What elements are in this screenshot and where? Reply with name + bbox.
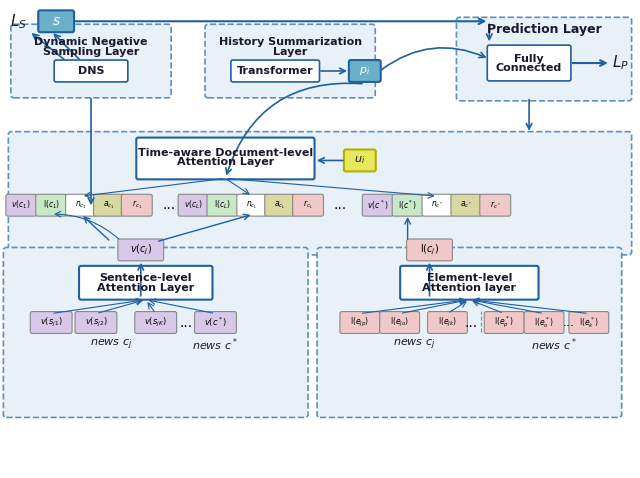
Text: Fully: Fully [515, 54, 544, 64]
FancyBboxPatch shape [38, 11, 74, 32]
Text: $L_P$: $L_P$ [612, 54, 629, 72]
Text: ...: ... [333, 198, 346, 212]
FancyBboxPatch shape [11, 24, 171, 98]
Text: $v(c^*)$: $v(c^*)$ [204, 316, 227, 329]
FancyBboxPatch shape [207, 194, 238, 216]
Text: $n_{c_L}$: $n_{c_L}$ [246, 199, 258, 211]
Text: $p_i$: $p_i$ [359, 65, 371, 77]
FancyBboxPatch shape [178, 194, 209, 216]
Text: $v(s_{j2})$: $v(s_{j2})$ [84, 316, 108, 329]
Text: news $c_j$: news $c_j$ [394, 337, 436, 352]
FancyBboxPatch shape [135, 312, 177, 334]
Text: Layer: Layer [273, 47, 307, 57]
Text: $\mathrm{l}(c^*)$: $\mathrm{l}(c^*)$ [398, 198, 417, 212]
Text: $\mathrm{l}(c_1)$: $\mathrm{l}(c_1)$ [42, 199, 60, 211]
Text: $v(c_j)$: $v(c_j)$ [130, 243, 152, 257]
Text: $v(c^*)$: $v(c^*)$ [367, 198, 388, 212]
Text: ...: ... [179, 315, 192, 329]
FancyBboxPatch shape [8, 131, 632, 255]
FancyBboxPatch shape [524, 312, 564, 334]
Text: $a_{c_1}$: $a_{c_1}$ [103, 199, 115, 211]
Text: Dynamic Negative: Dynamic Negative [35, 37, 148, 47]
FancyBboxPatch shape [344, 150, 376, 172]
Text: History Summarization: History Summarization [219, 37, 362, 47]
Text: ...: ... [563, 316, 575, 329]
FancyBboxPatch shape [237, 194, 268, 216]
Text: $v(s_{jK})$: $v(s_{jK})$ [144, 316, 167, 329]
Text: DNS: DNS [77, 66, 104, 76]
FancyBboxPatch shape [93, 194, 124, 216]
FancyBboxPatch shape [136, 138, 314, 179]
FancyBboxPatch shape [195, 312, 236, 334]
FancyBboxPatch shape [122, 194, 152, 216]
Text: $\mathrm{l}(c_L)$: $\mathrm{l}(c_L)$ [214, 199, 231, 211]
Text: $\mathrm{l}(e_o^*)$: $\mathrm{l}(e_o^*)$ [534, 315, 554, 330]
Text: $\mathrm{l}(e_{jk})$: $\mathrm{l}(e_{jk})$ [438, 316, 457, 329]
Text: $L_S$: $L_S$ [10, 12, 27, 31]
Text: Attention layer: Attention layer [422, 282, 516, 293]
FancyBboxPatch shape [54, 60, 128, 82]
FancyBboxPatch shape [428, 312, 467, 334]
FancyBboxPatch shape [79, 266, 212, 300]
Text: ...: ... [162, 198, 175, 212]
Text: $\mathrm{l}(e_p^*)$: $\mathrm{l}(e_p^*)$ [495, 315, 514, 330]
Text: $s$: $s$ [52, 14, 61, 28]
FancyBboxPatch shape [66, 194, 97, 216]
FancyBboxPatch shape [362, 194, 393, 216]
Text: $r_{c_1}$: $r_{c_1}$ [132, 199, 142, 211]
FancyBboxPatch shape [36, 194, 67, 216]
Text: news $c_j$: news $c_j$ [90, 337, 132, 352]
FancyBboxPatch shape [231, 60, 319, 82]
Text: news $c^*$: news $c^*$ [193, 336, 239, 353]
FancyBboxPatch shape [484, 312, 524, 334]
Text: Time-aware Document-level: Time-aware Document-level [138, 148, 313, 158]
Text: Sampling Layer: Sampling Layer [43, 47, 139, 57]
Text: Connected: Connected [496, 63, 562, 73]
FancyBboxPatch shape [406, 239, 452, 261]
FancyBboxPatch shape [340, 312, 380, 334]
Text: Attention Layer: Attention Layer [97, 282, 195, 293]
FancyBboxPatch shape [380, 312, 420, 334]
Text: $r_{c^*}$: $r_{c^*}$ [490, 199, 500, 211]
FancyBboxPatch shape [456, 17, 632, 101]
Text: $v(c_L)$: $v(c_L)$ [184, 199, 203, 211]
Text: $v(c_1)$: $v(c_1)$ [12, 199, 31, 211]
Text: Transformer: Transformer [237, 66, 314, 76]
Text: $r_{c_L}$: $r_{c_L}$ [303, 199, 313, 211]
FancyBboxPatch shape [480, 194, 511, 216]
FancyBboxPatch shape [265, 194, 296, 216]
Text: $u_i$: $u_i$ [355, 154, 365, 166]
FancyBboxPatch shape [392, 194, 423, 216]
FancyBboxPatch shape [118, 239, 164, 261]
Text: $\mathrm{l}(c_j)$: $\mathrm{l}(c_j)$ [420, 243, 439, 257]
Text: news $c^*$: news $c^*$ [531, 336, 577, 353]
FancyBboxPatch shape [569, 312, 609, 334]
FancyBboxPatch shape [422, 194, 453, 216]
Text: Prediction Layer: Prediction Layer [486, 23, 602, 36]
FancyBboxPatch shape [3, 248, 308, 417]
Text: Element-level: Element-level [427, 273, 512, 283]
FancyBboxPatch shape [349, 60, 381, 82]
Text: Attention Layer: Attention Layer [177, 157, 274, 167]
FancyBboxPatch shape [487, 45, 571, 81]
Text: $v(s_{j1})$: $v(s_{j1})$ [40, 316, 63, 329]
Text: Sentence-level: Sentence-level [99, 273, 192, 283]
FancyBboxPatch shape [205, 24, 375, 98]
Text: ...: ... [465, 315, 478, 329]
Text: $\mathrm{l}(e_k^*)$: $\mathrm{l}(e_k^*)$ [579, 315, 598, 330]
FancyBboxPatch shape [292, 194, 323, 216]
Text: $n_{c_1}$: $n_{c_1}$ [75, 199, 87, 211]
Text: $a_{c_L}$: $a_{c_L}$ [275, 199, 286, 211]
FancyBboxPatch shape [6, 194, 36, 216]
Text: $\mathrm{l}(e_{jo})$: $\mathrm{l}(e_{jo})$ [390, 316, 409, 329]
FancyBboxPatch shape [400, 266, 538, 300]
Text: $a_{c^*}$: $a_{c^*}$ [460, 200, 472, 210]
Text: $\mathrm{l}(e_{jp})$: $\mathrm{l}(e_{jp})$ [350, 316, 369, 329]
FancyBboxPatch shape [75, 312, 117, 334]
FancyBboxPatch shape [30, 312, 72, 334]
FancyBboxPatch shape [451, 194, 482, 216]
FancyBboxPatch shape [317, 248, 621, 417]
Text: $n_{c^*}$: $n_{c^*}$ [431, 200, 444, 210]
